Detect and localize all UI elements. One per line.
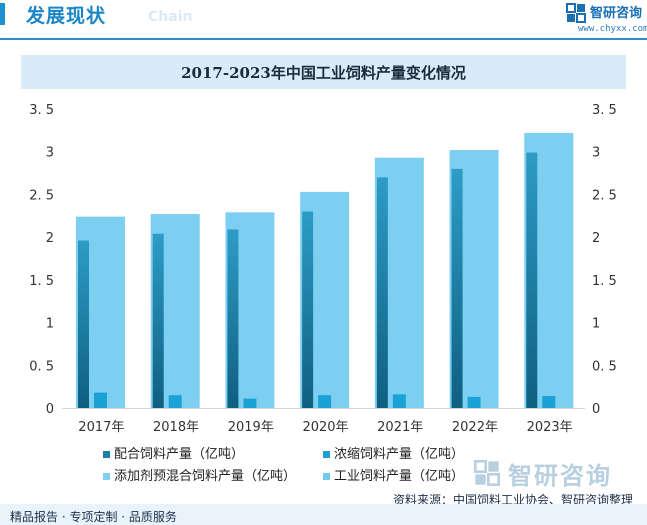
data-source: 资料来源：中国饲料工业协会、智研咨询整理 — [392, 493, 633, 507]
section-subtitle: Chain — [148, 9, 193, 25]
section-title: 发展现状 — [26, 5, 107, 27]
bar-concentrate — [542, 396, 556, 408]
y-tick-label-right: 2. 5 — [592, 188, 617, 203]
header-accent — [0, 3, 5, 25]
chart-title: 2017-2023年中国工业饲料产量变化情况 — [181, 64, 466, 82]
bar-concentrate — [168, 395, 182, 408]
y-tick-label-left: 1. 5 — [29, 274, 54, 289]
bar-compound — [526, 152, 538, 408]
watermark: 智研咨询 — [474, 456, 639, 490]
bar-premix — [409, 402, 422, 408]
legend-label: 添加剂预混合饲料产量（亿吨） — [114, 469, 297, 484]
bar-compound — [376, 177, 388, 408]
bar-concentrate — [94, 392, 107, 408]
brand-logo-icon — [566, 3, 586, 23]
header-divider — [0, 38, 647, 40]
x-tick-label: 2021年 — [377, 420, 423, 435]
y-tick-label-left: 2. 5 — [29, 188, 54, 203]
bar-premix — [185, 402, 198, 408]
bar-premix — [484, 402, 497, 408]
bar-concentrate — [243, 398, 257, 408]
x-tick-label: 2022年 — [452, 420, 498, 435]
x-tick-label: 2018年 — [153, 420, 199, 435]
watermark-logo-icon — [474, 460, 500, 486]
y-tick-label-right: 2 — [592, 231, 600, 246]
y-tick-label-right: 1 — [592, 317, 600, 332]
bar-compound — [227, 229, 239, 408]
footer-slogan: 精品报告 · 专项定制 · 品质服务 — [10, 510, 177, 524]
header: 发展现状 Chain 智研咨询 www.chyxx.com — [0, 0, 647, 42]
y-tick-label-right: 0. 5 — [592, 359, 617, 374]
bar-premix — [559, 402, 572, 408]
x-tick-label: 2023年 — [527, 420, 573, 435]
bar-premix — [335, 402, 348, 408]
bar-premix — [111, 402, 123, 408]
bar-premix — [260, 402, 273, 408]
legend-label: 配合饲料产量（亿吨） — [114, 447, 245, 462]
legend-item-0: 配合饲料产量（亿吨） — [103, 443, 244, 462]
y-tick-label-left: 1 — [46, 317, 54, 332]
legend-swatch — [323, 473, 330, 480]
legend-swatch — [103, 451, 110, 458]
footer-bar — [0, 504, 647, 525]
y-tick-label-left: 0. 5 — [29, 359, 54, 374]
bar-compound — [152, 233, 164, 408]
watermark-text: 智研咨询 — [508, 462, 612, 490]
bar-compound — [302, 211, 314, 408]
bar-concentrate — [467, 396, 481, 408]
bar-concentrate — [318, 395, 332, 408]
legend-label: 工业饲料产量（亿吨） — [334, 469, 465, 484]
x-tick-label: 2017年 — [78, 420, 124, 435]
y-tick-label-right: 0 — [592, 402, 600, 417]
y-tick-label-left: 3 — [46, 146, 54, 161]
bar-compound — [78, 240, 89, 408]
legend-item-1: 浓缩饲料产量（亿吨） — [323, 443, 464, 462]
legend-swatch — [103, 473, 110, 480]
y-tick-label-right: 3. 5 — [592, 103, 617, 118]
chart-title-box: 2017-2023年中国工业饲料产量变化情况 — [21, 55, 626, 89]
y-tick-label-left: 0 — [46, 402, 54, 417]
y-tick-label-right: 1. 5 — [592, 274, 617, 289]
legend-item-2: 添加剂预混合饲料产量（亿吨） — [103, 465, 296, 484]
legend-label: 浓缩饲料产量（亿吨） — [334, 447, 465, 462]
brand-name: 智研咨询 — [590, 6, 643, 21]
brand-url: www.chyxx.com — [578, 24, 647, 34]
y-tick-label-left: 3. 5 — [29, 103, 54, 118]
y-tick-label-right: 3 — [592, 146, 600, 161]
bar-compound — [451, 168, 463, 408]
x-tick-label: 2020年 — [302, 420, 348, 435]
legend-item-3: 工业饲料产量（亿吨） — [323, 465, 464, 484]
legend-swatch — [323, 451, 330, 458]
y-tick-label-left: 2 — [46, 231, 54, 246]
bar-concentrate — [392, 394, 406, 408]
x-tick-label: 2019年 — [228, 420, 274, 435]
